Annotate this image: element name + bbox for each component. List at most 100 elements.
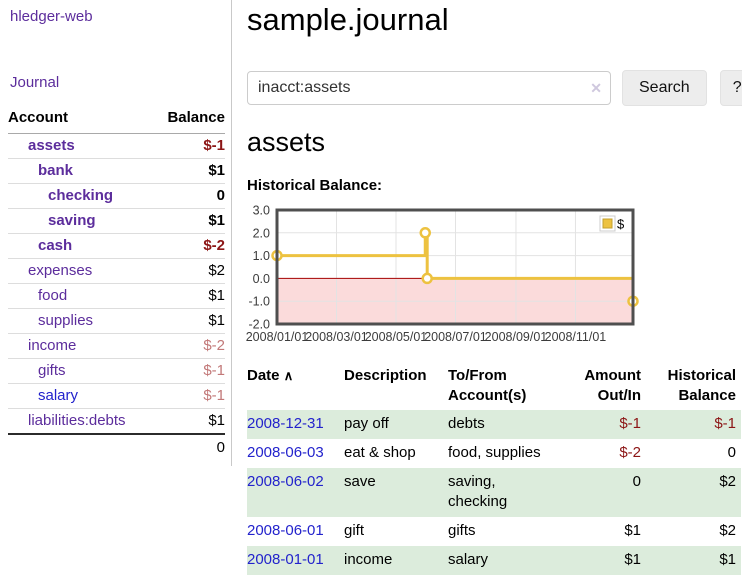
clear-search-icon[interactable]: ✕	[590, 80, 602, 96]
transaction-accounts: salary	[448, 551, 489, 568]
svg-text:2008/11/01: 2008/11/01	[545, 330, 607, 344]
main-content: sample.journal ✕ Search ? assets Histori…	[232, 0, 742, 575]
register-header-row: Date ∧ Description To/From Account(s) Am…	[247, 366, 741, 410]
transaction-description: eat & shop	[344, 444, 416, 461]
account-row: cash $-2	[8, 233, 225, 259]
transaction-amount: $-1	[619, 415, 641, 432]
brand-link[interactable]: hledger-web	[10, 8, 93, 25]
svg-text:2.0: 2.0	[253, 226, 270, 240]
accounts-total-row: 0	[8, 433, 225, 460]
register-row: 2008-06-01 gift gifts $1 $2	[247, 517, 741, 546]
transaction-amount: $-2	[619, 444, 641, 461]
sidebar-item-journal[interactable]: Journal	[10, 74, 60, 91]
transaction-date-link[interactable]: 2008-01-01	[247, 551, 324, 568]
search-button[interactable]: Search	[622, 70, 707, 106]
account-balance: $1	[116, 208, 225, 234]
register-col-description: Description	[344, 367, 427, 384]
sidebar-account-link-supplies[interactable]: supplies	[38, 312, 94, 329]
account-row: assets $-1	[8, 133, 225, 159]
register-col-date[interactable]: Date ∧	[247, 367, 294, 384]
sidebar-account-link-gifts[interactable]: gifts	[38, 362, 66, 379]
accounts-col-account: Account	[8, 109, 117, 134]
register-table: Date ∧ Description To/From Account(s) Am…	[247, 366, 741, 575]
account-row: checking 0	[8, 183, 225, 209]
transaction-description: income	[344, 551, 393, 568]
svg-text:2008/01/01: 2008/01/01	[246, 330, 309, 344]
sidebar-account-link-expenses[interactable]: expenses	[28, 262, 93, 279]
register-row: 2008-12-31 pay off debts $-1 $-1	[247, 410, 741, 439]
register-col-amount: Amount Out/In	[584, 367, 641, 404]
sidebar-account-link-salary[interactable]: salary	[38, 387, 79, 404]
svg-text:1.0: 1.0	[253, 249, 270, 263]
sidebar-account-link-saving[interactable]: saving	[48, 212, 96, 229]
sidebar-account-link-food[interactable]: food	[38, 287, 68, 304]
accounts-table: Account Balance assets $-1 bank $1 checking 0…	[8, 109, 225, 460]
transaction-balance: 0	[727, 444, 736, 461]
svg-text:3.0: 3.0	[253, 204, 270, 218]
sidebar: hledger-web Journal Account Balance asse…	[0, 0, 232, 466]
transaction-balance: $2	[719, 473, 736, 490]
sidebar-account-link-checking[interactable]: checking	[48, 187, 114, 204]
svg-text:0.0: 0.0	[253, 272, 270, 286]
transaction-description: save	[344, 473, 376, 490]
account-balance: $2	[116, 258, 225, 284]
transaction-description: gift	[344, 522, 365, 539]
account-balance: $1	[116, 408, 225, 435]
transaction-description: pay off	[344, 415, 389, 432]
transaction-accounts: food, supplies	[448, 444, 541, 461]
sort-ascending-icon: ∧	[283, 368, 294, 383]
account-row: salary $-1	[8, 383, 225, 409]
accounts-header-row: Account Balance	[8, 109, 225, 134]
historical-balance-chart: 3.0 2.0 1.0 0.0 -1.0 -2.0 2008/01/01 2008/03/01…	[246, 204, 726, 353]
transaction-amount: $1	[624, 551, 641, 568]
account-row: supplies $1	[8, 308, 225, 334]
transaction-accounts: gifts	[448, 522, 476, 539]
legend-label: $	[617, 217, 625, 232]
account-heading: assets	[247, 127, 326, 157]
register-row: 2008-06-02 save saving, checking 0 $2	[247, 468, 741, 517]
svg-text:-1.0: -1.0	[248, 295, 270, 309]
transaction-balance: $2	[719, 522, 736, 539]
data-point	[421, 272, 433, 285]
transaction-date-link[interactable]: 2008-06-03	[247, 444, 324, 461]
register-row: 2008-06-03 eat & shop food, supplies $-2 0	[247, 439, 741, 468]
register-col-accounts: To/From Account(s)	[448, 367, 527, 404]
sidebar-account-link-assets[interactable]: assets	[28, 137, 75, 154]
account-row: food $1	[8, 283, 225, 309]
sidebar-account-link-income[interactable]: income	[28, 337, 77, 354]
accounts-total-value: 0	[116, 433, 225, 460]
account-balance: $-1	[116, 383, 225, 409]
account-row: liabilities:debts $1	[8, 408, 225, 435]
svg-text:-2.0: -2.0	[248, 318, 270, 332]
svg-text:2008/03/01: 2008/03/01	[305, 330, 368, 344]
transaction-date-link[interactable]: 2008-06-01	[247, 522, 324, 539]
transaction-date-link[interactable]: 2008-12-31	[247, 415, 324, 432]
legend-swatch	[602, 218, 613, 229]
account-balance: $1	[116, 308, 225, 334]
help-button[interactable]: ?	[719, 70, 742, 106]
search-bar: ✕ Search ?	[247, 70, 742, 106]
account-row: gifts $-1	[8, 358, 225, 384]
sidebar-account-link-bank[interactable]: bank	[38, 162, 74, 179]
search-box: ✕	[247, 71, 611, 105]
transaction-accounts: saving, checking	[448, 473, 508, 510]
account-row: saving $1	[8, 208, 225, 234]
sidebar-account-link-liabilities-debts[interactable]: liabilities:debts	[28, 412, 126, 429]
transaction-accounts: debts	[448, 415, 485, 432]
transaction-date-link[interactable]: 2008-06-02	[247, 473, 324, 490]
accounts-col-balance: Balance	[116, 109, 225, 134]
svg-text:2008/07/01: 2008/07/01	[424, 330, 487, 344]
transaction-balance: $-1	[714, 415, 736, 432]
account-balance: $-1	[116, 358, 225, 384]
search-input[interactable]	[247, 71, 611, 105]
account-balance: $-1	[116, 133, 225, 159]
account-row: bank $1	[8, 158, 225, 184]
account-balance: $1	[116, 158, 225, 184]
account-balance: $-2	[116, 233, 225, 259]
account-balance: $-2	[116, 333, 225, 359]
chart-label: Historical Balance:	[247, 177, 383, 194]
register-row: 2008-01-01 income salary $1 $1	[247, 546, 741, 575]
sidebar-account-link-cash[interactable]: cash	[38, 237, 73, 254]
account-balance: $1	[116, 283, 225, 309]
